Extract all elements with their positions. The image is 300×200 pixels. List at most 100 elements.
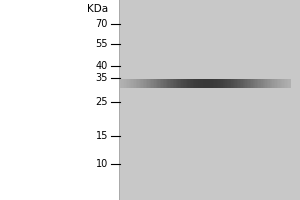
Bar (262, 79, 264, 88)
Bar (139, 79, 140, 88)
Bar (265, 79, 267, 88)
Bar (154, 79, 156, 88)
Bar (147, 79, 149, 88)
Bar (187, 79, 189, 88)
Bar (237, 79, 238, 88)
Bar (123, 79, 124, 88)
Bar (181, 79, 183, 88)
Bar (198, 79, 200, 88)
Bar (290, 79, 291, 88)
Text: 25: 25 (95, 97, 108, 107)
Bar (231, 79, 233, 88)
Bar (230, 79, 232, 88)
Bar (163, 79, 164, 88)
Bar (274, 79, 276, 88)
Bar (281, 79, 283, 88)
Bar (257, 79, 259, 88)
Bar (129, 79, 130, 88)
Bar (188, 79, 190, 88)
Bar (206, 79, 207, 88)
Bar (119, 0, 120, 200)
Bar (150, 79, 152, 88)
Bar (170, 79, 172, 88)
Bar (283, 79, 284, 88)
Bar (191, 79, 193, 88)
Bar (193, 79, 194, 88)
Bar (250, 79, 251, 88)
Bar (227, 79, 229, 88)
Bar (270, 79, 272, 88)
Bar (161, 79, 163, 88)
Text: 55: 55 (95, 39, 108, 49)
Bar (254, 79, 256, 88)
Bar (215, 79, 217, 88)
Bar (174, 79, 176, 88)
Bar (156, 79, 158, 88)
Bar (232, 79, 234, 88)
Bar (203, 79, 204, 88)
Bar (277, 79, 278, 88)
Bar (141, 79, 143, 88)
Bar (280, 79, 281, 88)
Bar (148, 79, 150, 88)
Bar (126, 79, 127, 88)
Bar (180, 79, 182, 88)
Bar (210, 79, 212, 88)
Bar (167, 79, 169, 88)
Bar (278, 79, 280, 88)
Bar (258, 79, 260, 88)
Bar (243, 79, 244, 88)
Bar (224, 79, 226, 88)
Bar (140, 79, 142, 88)
Bar (134, 79, 136, 88)
Bar (272, 79, 274, 88)
Bar (144, 79, 146, 88)
Bar (152, 79, 153, 88)
Text: 15: 15 (96, 131, 108, 141)
Bar (120, 79, 122, 88)
Bar (204, 79, 206, 88)
Bar (201, 79, 203, 88)
Bar (200, 79, 202, 88)
Bar (133, 79, 135, 88)
Bar (173, 79, 175, 88)
Bar (197, 79, 199, 88)
Bar (264, 79, 266, 88)
Bar (218, 79, 220, 88)
Bar (234, 79, 236, 88)
Bar (268, 79, 270, 88)
Bar (157, 79, 159, 88)
Bar (185, 79, 187, 88)
Bar (251, 79, 253, 88)
Bar (211, 79, 213, 88)
Bar (221, 79, 223, 88)
Bar (171, 79, 173, 88)
Bar (207, 79, 209, 88)
Bar (260, 79, 261, 88)
Bar (196, 79, 197, 88)
Bar (127, 79, 129, 88)
Bar (285, 79, 287, 88)
Bar (240, 79, 242, 88)
Bar (245, 79, 247, 88)
Bar (177, 79, 179, 88)
Bar (236, 79, 237, 88)
Bar (287, 79, 289, 88)
Bar (120, 0, 300, 200)
Bar (284, 79, 286, 88)
Bar (247, 79, 249, 88)
Bar (158, 79, 160, 88)
Text: KDa: KDa (87, 4, 108, 14)
Bar (136, 79, 137, 88)
Bar (166, 79, 167, 88)
Bar (160, 79, 162, 88)
Text: 70: 70 (96, 19, 108, 29)
Bar (220, 79, 221, 88)
Bar (194, 79, 196, 88)
Text: 35: 35 (96, 73, 108, 83)
Bar (217, 79, 219, 88)
Bar (131, 79, 133, 88)
Bar (223, 79, 224, 88)
Bar (137, 79, 139, 88)
Bar (164, 79, 166, 88)
